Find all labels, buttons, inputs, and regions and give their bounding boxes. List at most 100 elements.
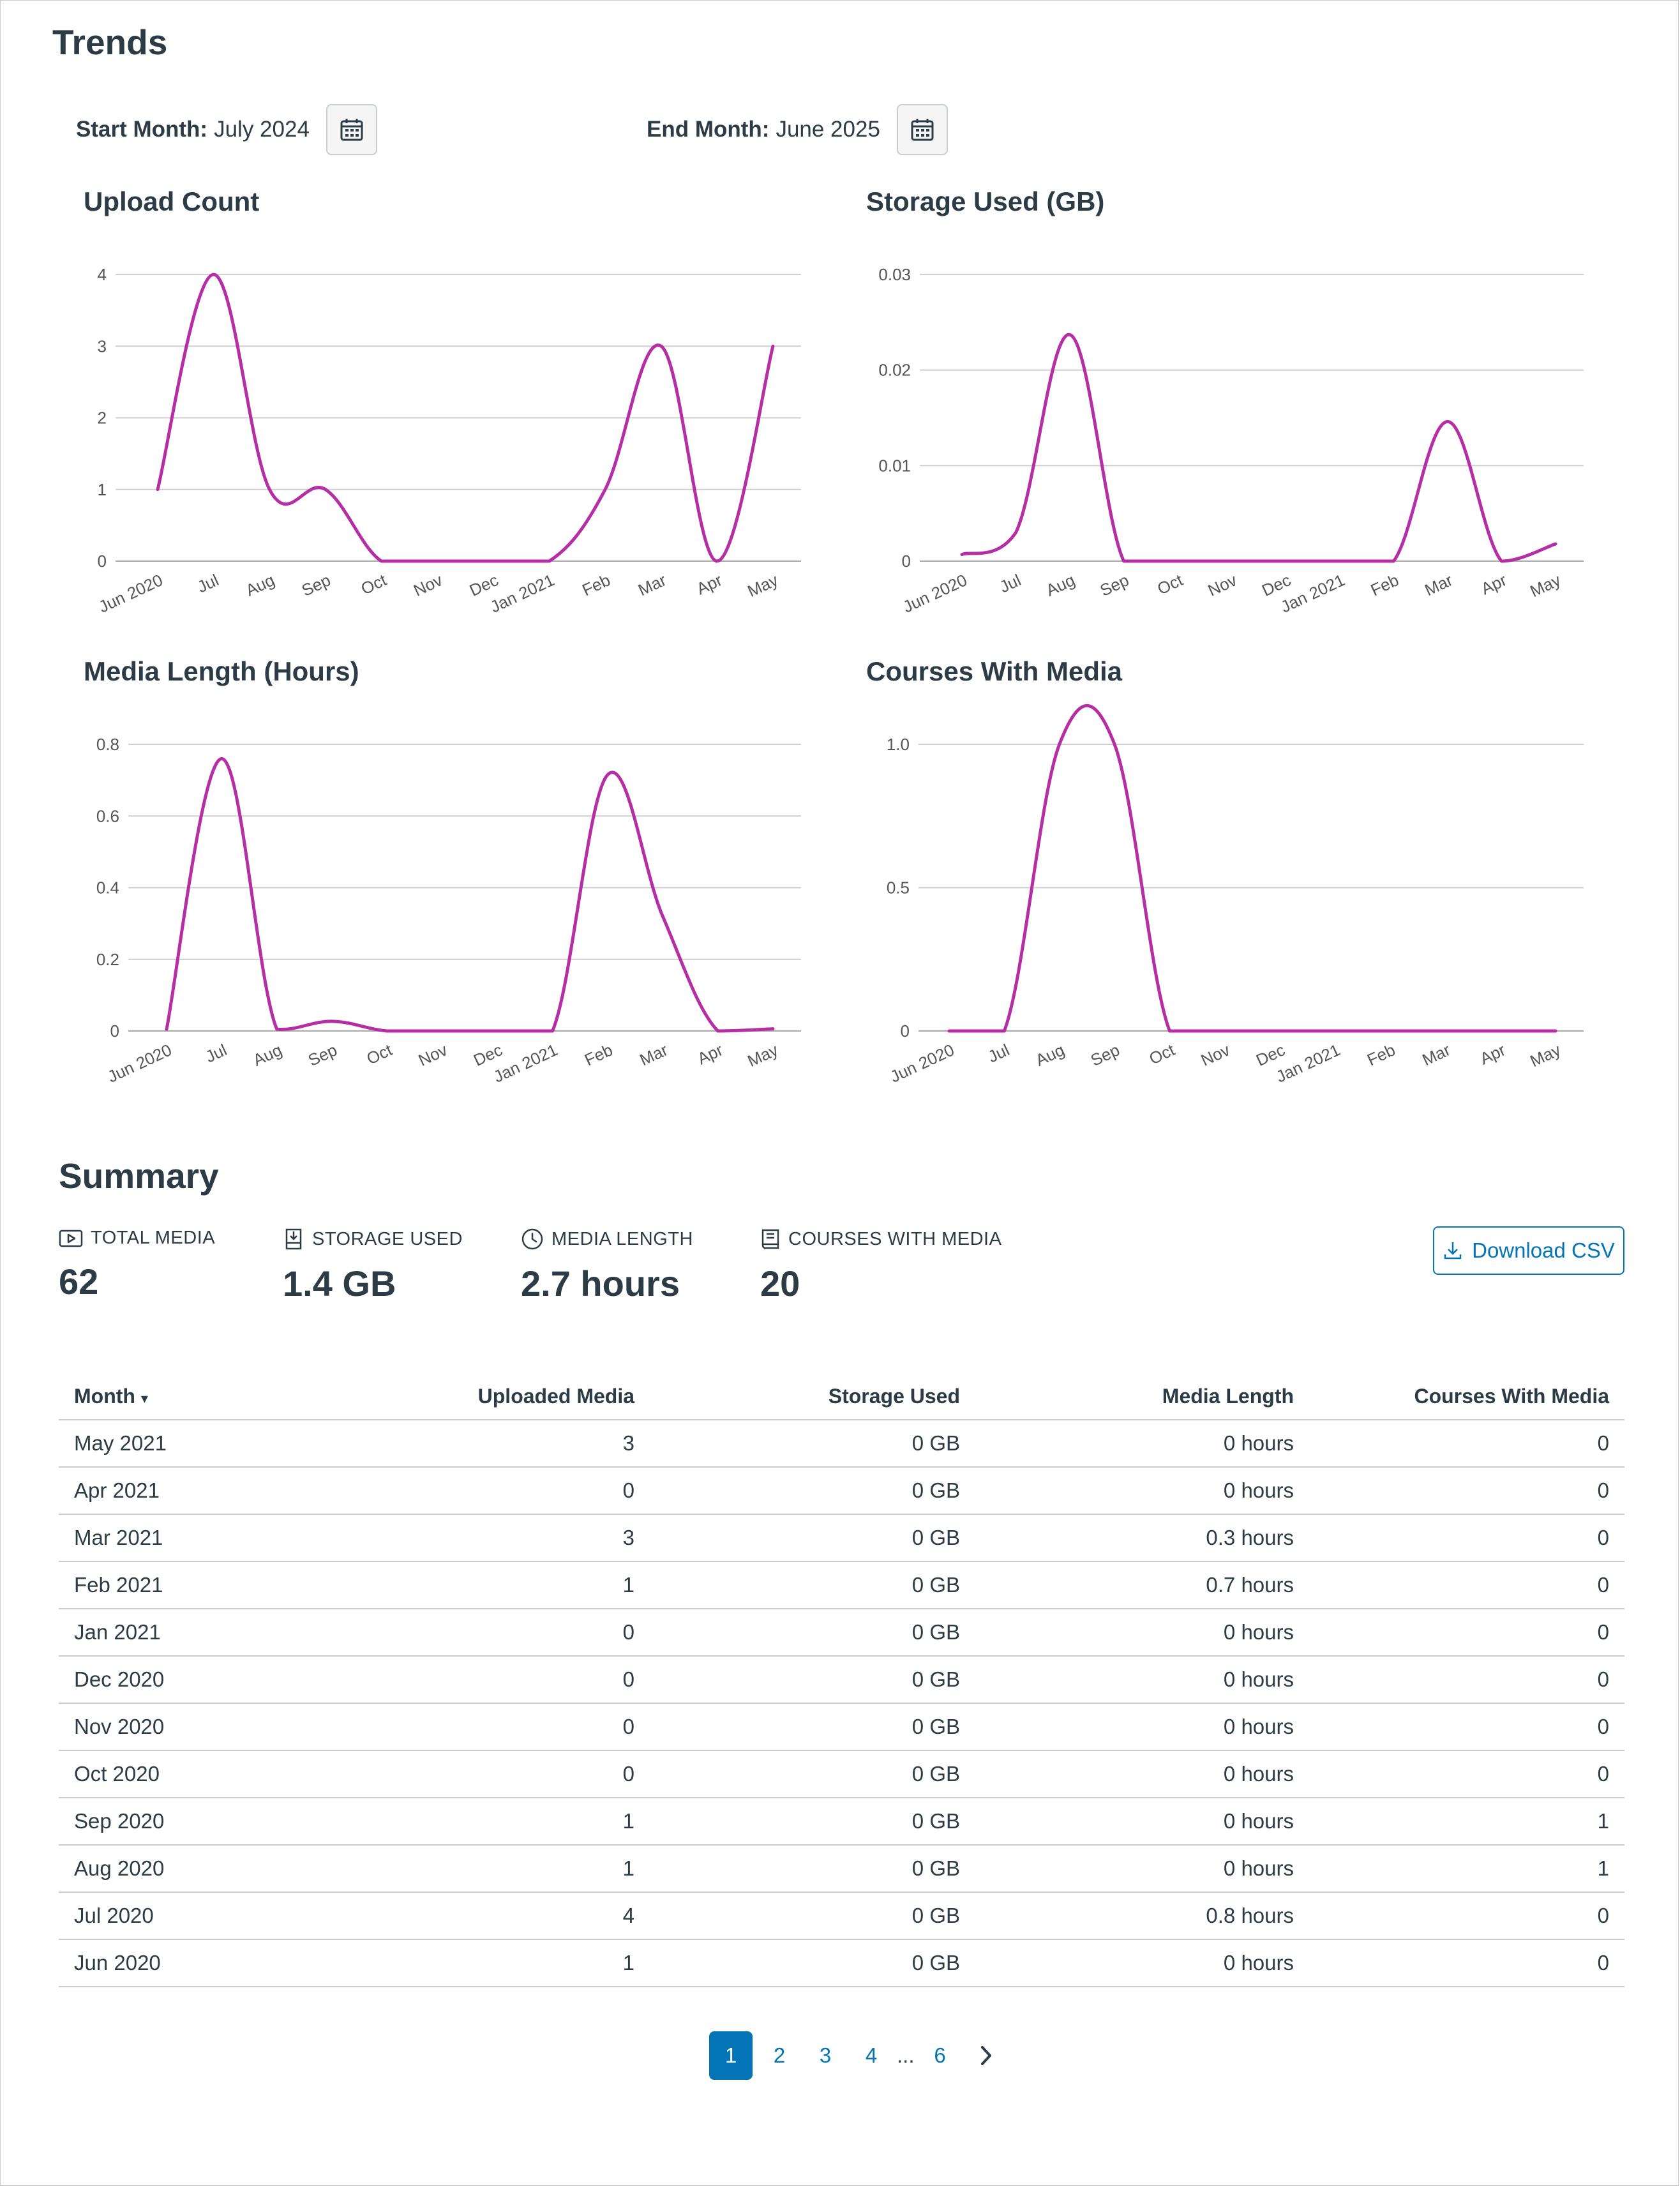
cell-uploaded-media: 3 [357,1514,650,1561]
summary-heading: Summary [59,1154,219,1198]
cell-media-length: 0 hours [975,1609,1309,1656]
end-month-calendar-button[interactable] [897,104,948,155]
page-button-current[interactable]: 1 [709,2031,753,2080]
cell-month: Feb 2021 [59,1561,357,1609]
series-line [167,758,773,1031]
end-month-value: June 2025 [776,117,880,142]
series-line [949,705,1556,1031]
y-tick-label: 0.5 [887,878,910,898]
end-month-label: End Month: [647,117,769,142]
x-tick-label: Oct [1146,1040,1178,1069]
x-tick-label: Jan 2021 [1273,1040,1343,1086]
calendar-icon [910,117,935,142]
cell-media-length: 0 hours [975,1703,1309,1750]
next-page-button[interactable] [963,2031,1009,2080]
cell-media-length: 0.7 hours [975,1561,1309,1609]
cell-storage-used: 0 GB [650,1609,975,1656]
cell-media-length: 0 hours [975,1939,1309,1987]
cell-storage-used: 0 GB [650,1656,975,1703]
x-tick-label: Sep [1097,570,1132,600]
x-tick-label: Aug [243,570,278,600]
x-tick-label: Feb [1368,570,1402,599]
cell-media-length: 0.8 hours [975,1892,1309,1939]
x-tick-label: Jun 2020 [105,1040,175,1086]
x-tick-label: Mar [1420,1040,1454,1069]
x-tick-label: Jun 2020 [96,570,166,616]
column-header-month[interactable]: Month ▾ [59,1373,357,1420]
page-button[interactable]: 2 [756,2031,802,2080]
cell-storage-used: 0 GB [650,1514,975,1561]
x-tick-label: Sep [1088,1040,1123,1070]
cell-courses-with-media: 0 [1309,1656,1624,1703]
page-button[interactable]: 3 [802,2031,848,2080]
cell-courses-with-media: 1 [1309,1845,1624,1892]
start-month-label: Start Month: [76,117,207,142]
cell-month: May 2021 [59,1420,357,1467]
x-tick-label: Jun 2020 [900,570,970,616]
stat-label: STORAGE USED [312,1229,463,1250]
x-tick-label: Jun 2020 [887,1040,957,1086]
stat-media-length: MEDIA LENGTH 2.7 hours [521,1228,693,1304]
trends-heading: Trends [52,20,167,64]
cell-media-length: 0.3 hours [975,1514,1309,1561]
cell-uploaded-media: 0 [357,1703,650,1750]
x-tick-label: Feb [581,1040,615,1069]
cell-month: Jan 2021 [59,1609,357,1656]
chart-title: Storage Used (GB) [866,184,1104,220]
cell-storage-used: 0 GB [650,1892,975,1939]
y-tick-label: 0.8 [96,735,119,754]
column-header-media-length: Media Length [975,1373,1309,1420]
y-tick-label: 1 [98,480,107,499]
y-tick-label: 0 [98,552,107,571]
stat-label: COURSES WITH MEDIA [788,1229,1001,1250]
page-button-last[interactable]: 6 [917,2031,963,2080]
stat-storage-used: STORAGE USED 1.4 GB [283,1228,463,1304]
video-icon [59,1229,83,1248]
y-tick-label: 0.02 [878,361,911,380]
stat-value: 1.4 GB [283,1263,463,1304]
cell-month: Sep 2020 [59,1798,357,1845]
stat-label: MEDIA LENGTH [551,1229,693,1250]
cell-month: Aug 2020 [59,1845,357,1892]
cell-courses-with-media: 0 [1309,1609,1624,1656]
cell-uploaded-media: 1 [357,1798,650,1845]
cell-month: Apr 2021 [59,1467,357,1514]
cell-media-length: 0 hours [975,1845,1309,1892]
cell-uploaded-media: 1 [357,1939,650,1987]
cell-storage-used: 0 GB [650,1467,975,1514]
cell-storage-used: 0 GB [650,1845,975,1892]
y-tick-label: 4 [98,265,107,284]
cell-storage-used: 0 GB [650,1561,975,1609]
cell-month: Jul 2020 [59,1892,357,1939]
column-header-storage-used: Storage Used [650,1373,975,1420]
x-tick-label: May [1527,570,1563,601]
cell-uploaded-media: 0 [357,1609,650,1656]
cell-courses-with-media: 0 [1309,1420,1624,1467]
x-tick-label: Oct [358,570,390,599]
cell-uploaded-media: 1 [357,1845,650,1892]
x-tick-label: May [1527,1040,1563,1071]
x-tick-label: Sep [305,1040,340,1070]
x-tick-label: Nov [416,1040,451,1070]
x-tick-label: Jul [202,1040,230,1066]
start-month-calendar-button[interactable] [326,104,377,155]
column-header-courses-with-media: Courses With Media [1309,1373,1624,1420]
page-button[interactable]: 4 [848,2031,894,2080]
cell-uploaded-media: 0 [357,1750,650,1798]
x-tick-label: Nov [410,570,446,600]
x-tick-label: Jan 2021 [1278,570,1348,616]
chart-title: Courses With Media [866,654,1122,689]
table-header-row: Month ▾ Uploaded Media Storage Used Medi… [59,1373,1624,1420]
x-tick-label: Jan 2021 [487,570,557,616]
calendar-icon [339,117,364,142]
download-csv-button[interactable]: Download CSV [1433,1226,1624,1275]
x-tick-label: Nov [1198,1040,1233,1070]
cell-uploaded-media: 0 [357,1467,650,1514]
